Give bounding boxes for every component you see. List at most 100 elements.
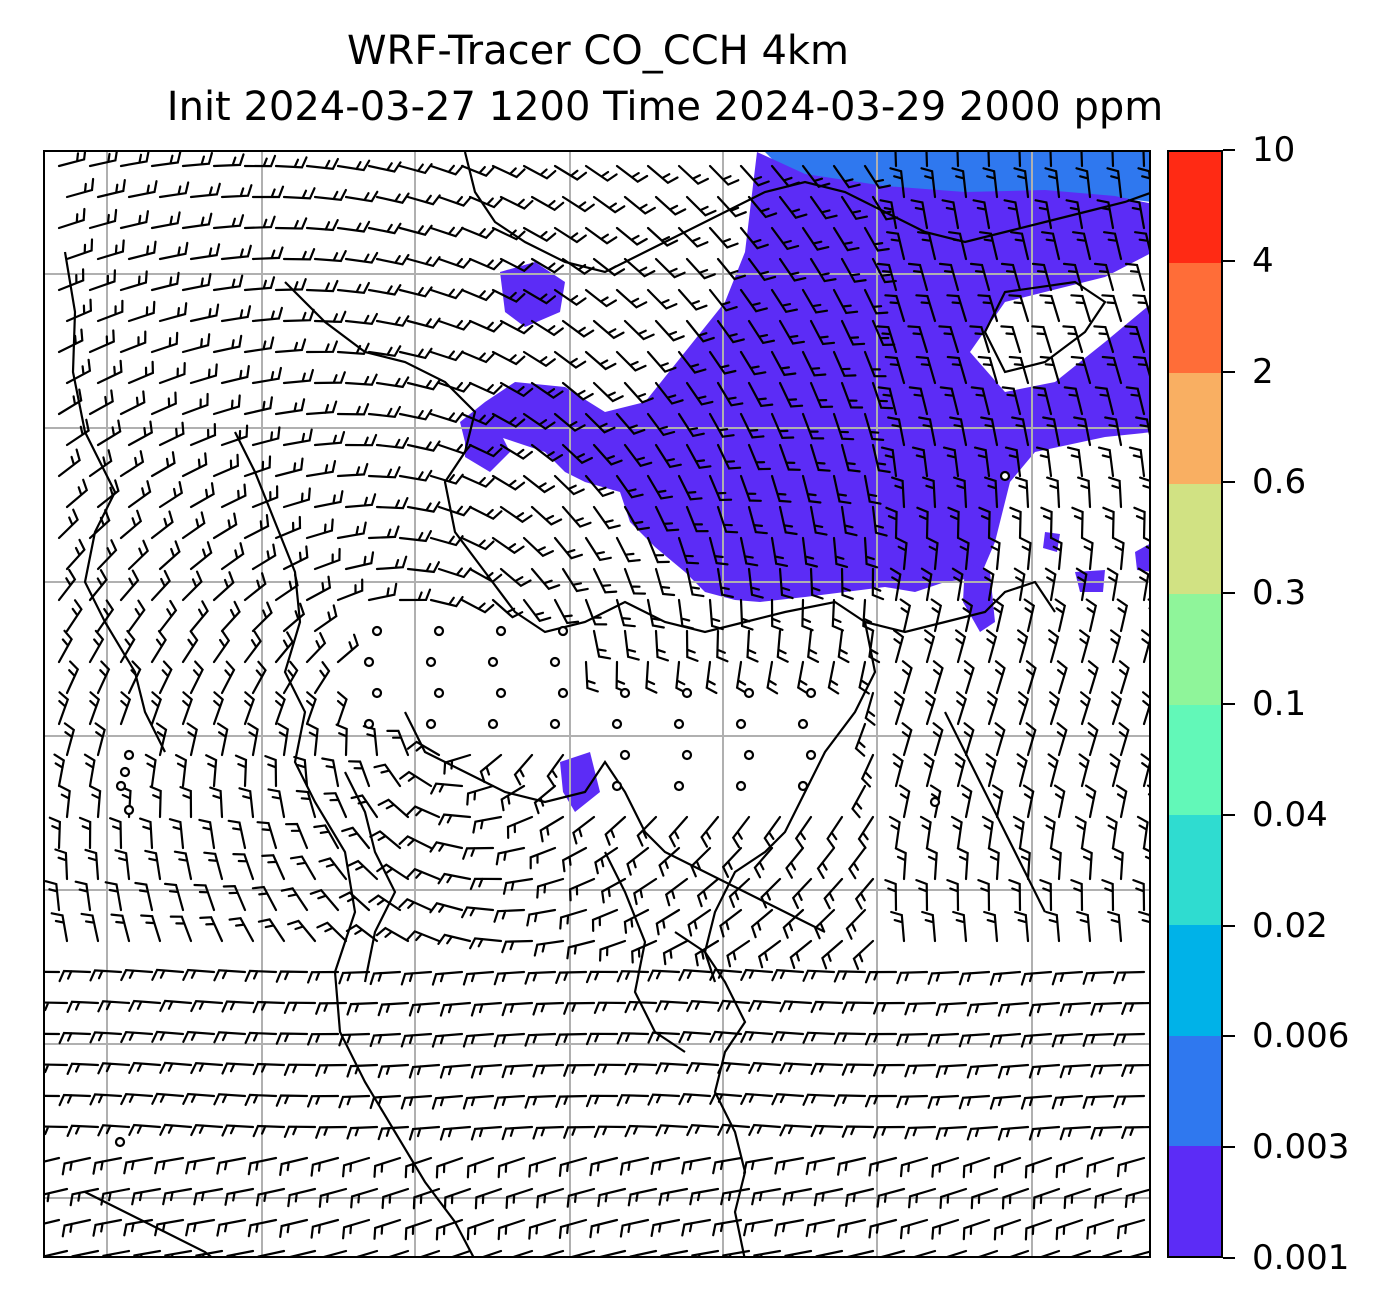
wind-barb (813, 1187, 844, 1207)
wind-barb (616, 1094, 650, 1107)
meridian-line (568, 152, 572, 1256)
wind-barb (261, 854, 286, 881)
wind-barb (461, 906, 495, 919)
colorbar-tick (1223, 259, 1235, 262)
wind-barb (935, 1125, 968, 1141)
wind-barb (782, 1187, 813, 1206)
wind-barb (175, 754, 188, 788)
wind-barb (779, 1000, 813, 1013)
wind-barb (916, 506, 929, 540)
wind-barb (553, 288, 587, 307)
wind-barb (438, 813, 472, 826)
wind-barb (1000, 325, 1022, 354)
wind-barb (536, 877, 565, 899)
wind-barb (150, 331, 179, 354)
wind-barb (889, 567, 902, 602)
wind-barb (770, 474, 792, 503)
wind-barb (1042, 416, 1061, 447)
colorbar (1167, 150, 1223, 1258)
wind-barb (212, 153, 245, 168)
wind-barb (647, 1093, 681, 1106)
wind-barb (437, 933, 472, 945)
wind-barb (220, 305, 252, 323)
wind-barb (466, 784, 495, 806)
wind-barb (1082, 970, 1115, 985)
wind-barb (1143, 537, 1149, 550)
wind-barb (367, 345, 402, 357)
wind-barb (677, 598, 695, 630)
wind-barb (1128, 446, 1146, 478)
wind-barb (802, 1031, 836, 1044)
wind-barb (437, 319, 472, 331)
wind-barb (120, 1092, 154, 1106)
wind-barb (961, 598, 974, 633)
wind-barb (927, 1094, 960, 1109)
wind-barb (89, 785, 102, 819)
wind-barb (891, 476, 906, 509)
wind-barb (336, 159, 371, 172)
wind-barb (585, 970, 619, 984)
wind-barb (864, 1094, 898, 1108)
wind-barb (1121, 1125, 1149, 1139)
wind-barb (429, 535, 464, 547)
meridian-line (721, 152, 725, 1256)
wind-barb (747, 257, 777, 282)
wind-barb (502, 877, 534, 895)
wind-barb (1016, 753, 1028, 788)
wind-barb (584, 412, 616, 434)
wind-barb (57, 328, 84, 354)
wind-barb (958, 970, 991, 986)
wind-barb (963, 722, 975, 757)
wind-barb (1087, 722, 1099, 757)
wind-barb (700, 815, 720, 848)
wind-barb (677, 412, 705, 438)
colorbar-segment (1169, 704, 1221, 815)
wind-barb (956, 847, 969, 881)
wind-barb (127, 180, 158, 199)
wind-barb (597, 1187, 627, 1208)
wind-barb (1032, 386, 1053, 416)
wind-barb (926, 537, 939, 571)
wind-barb (739, 164, 770, 187)
wind-barb (256, 821, 278, 850)
wind-barb (958, 1032, 991, 1048)
calm-wind-marker (735, 718, 747, 730)
tracer-plume-patch (560, 752, 600, 812)
wind-barb (66, 1124, 100, 1137)
wind-barb (92, 1218, 123, 1237)
wind-barb (716, 629, 729, 663)
wind-barb (681, 1156, 712, 1175)
wind-barb (158, 302, 188, 323)
wind-barb (1018, 691, 1029, 726)
wind-barb (435, 1156, 464, 1179)
wind-barb (283, 1001, 317, 1014)
wind-barb (716, 567, 734, 599)
calm-wind-marker (797, 780, 809, 792)
wind-barb (491, 226, 526, 241)
wind-barb (1113, 1094, 1146, 1109)
wind-barb (341, 826, 371, 850)
wind-barb (88, 569, 108, 602)
wind-barb (615, 474, 644, 499)
wind-barb (468, 319, 503, 333)
wind-barb (740, 1092, 774, 1105)
parallel-line (45, 1196, 1149, 1200)
wind-barb (884, 294, 906, 323)
wind-barb (305, 157, 339, 170)
wind-barb (655, 1062, 689, 1075)
wind-barb (336, 633, 359, 664)
wind-barb (154, 1218, 185, 1237)
wind-barb (1055, 1156, 1084, 1179)
wind-barb (169, 915, 193, 943)
wind-barb (677, 164, 709, 186)
wind-barb (647, 969, 681, 982)
wind-barb (1003, 199, 1022, 230)
wind-barb (375, 555, 408, 571)
wind-barb (213, 1031, 247, 1044)
wind-barb (681, 1218, 712, 1237)
wind-barb (185, 1218, 216, 1237)
wind-barb (499, 505, 533, 524)
wind-barb (1075, 167, 1092, 199)
parallel-line (45, 1042, 1149, 1046)
wind-barb (466, 1156, 495, 1179)
